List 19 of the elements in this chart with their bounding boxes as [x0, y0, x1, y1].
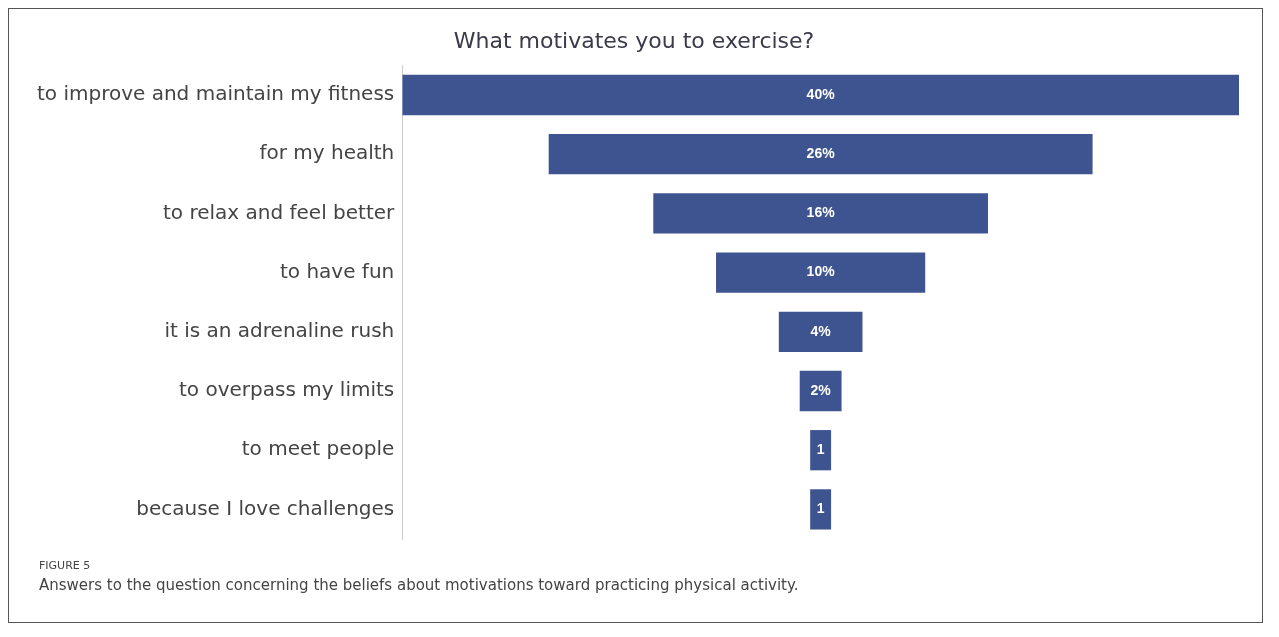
caption: FIGURE 5 — [39, 559, 92, 572]
data-label: 2% — [810, 381, 832, 398]
category-label: to relax and feel better — [162, 199, 396, 224]
category-label: to meet people — [241, 436, 395, 461]
data-label: 26% — [806, 145, 836, 162]
data-label: 1 — [816, 500, 825, 517]
category-label: to improve and maintain my fitness — [37, 81, 395, 106]
data-label: 1 — [816, 441, 825, 458]
category-label: to have fun — [280, 258, 395, 283]
category-label: because I love challenges — [136, 495, 395, 520]
data-label: 40% — [806, 85, 836, 102]
data-label: 10% — [806, 263, 836, 280]
category-label: for my health — [259, 140, 395, 165]
text: What motivates you to exercise? — [453, 27, 815, 53]
data-label: 4% — [810, 322, 832, 339]
data-label: 16% — [806, 204, 836, 221]
category-label: it is an adrenaline rush — [164, 318, 395, 342]
text: Answers to the question concerning the beliefs about motivations toward practicing physical activity. — [39, 576, 800, 594]
category-label: to overpass my limits — [178, 377, 395, 402]
